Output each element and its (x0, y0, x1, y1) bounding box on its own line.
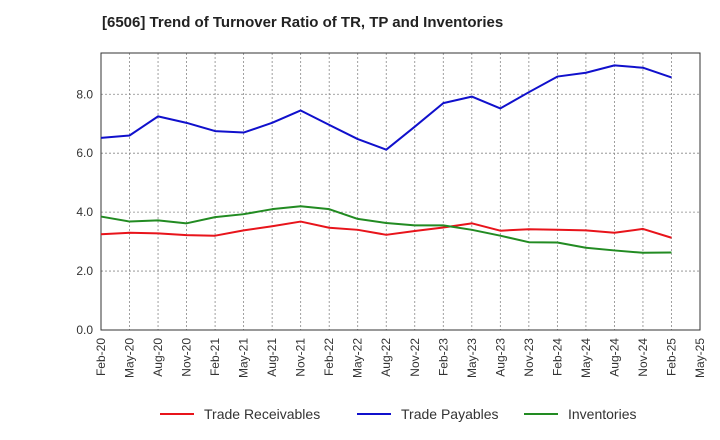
x-tick-label: Nov-24 (636, 338, 650, 377)
legend-label-inventories: Inventories (568, 406, 636, 422)
series-line-trade-receivables (100, 220, 672, 239)
x-tick-label: Aug-23 (493, 338, 507, 377)
legend-label-trade-receivables: Trade Receivables (204, 406, 320, 422)
x-tick-label: May-23 (465, 338, 479, 378)
x-tick-label: Nov-20 (180, 338, 194, 377)
plot-frame (100, 52, 701, 331)
legend: Trade Receivables Trade Payables Inventori… (160, 406, 636, 422)
x-tick-label: Feb-24 (550, 338, 564, 376)
x-tick-label: Aug-20 (151, 338, 165, 377)
grid-layer (101, 53, 700, 330)
x-tick-label: May-20 (123, 338, 137, 378)
series-line-inventories (100, 205, 672, 254)
chart-title: [6506] Trend of Turnover Ratio of TR, TP… (102, 14, 504, 31)
x-tick-label: Feb-21 (208, 338, 222, 376)
x-tick-label: Nov-22 (408, 338, 422, 377)
x-tick-label: Feb-25 (664, 338, 678, 376)
y-tick-label: 8.0 (76, 87, 93, 101)
y-tick-label: 0.0 (76, 323, 93, 337)
y-tick-label: 2.0 (76, 264, 93, 278)
x-tick-label: Aug-22 (379, 338, 393, 377)
x-tick-label: Feb-23 (436, 338, 450, 376)
y-axis-ticks: 0.0 2.0 4.0 6.0 8.0 (76, 87, 93, 337)
x-tick-label: Feb-22 (322, 338, 336, 376)
series-layer (100, 64, 672, 254)
x-tick-label: Aug-21 (265, 338, 279, 377)
x-tick-label: May-25 (693, 338, 707, 378)
x-tick-label: Feb-20 (94, 338, 108, 376)
legend-label-trade-payables: Trade Payables (401, 406, 499, 422)
series-line-trade-payables (100, 64, 672, 151)
y-tick-label: 6.0 (76, 146, 93, 160)
x-tick-label: May-24 (579, 338, 593, 378)
x-axis-ticks: Feb-20 May-20 Aug-20 Nov-20 Feb-21 May-21 Aug-… (94, 338, 707, 378)
x-tick-label: Nov-21 (294, 338, 308, 377)
x-tick-label: May-22 (351, 338, 365, 378)
x-tick-label: Aug-24 (607, 338, 621, 377)
x-tick-label: Nov-23 (522, 338, 536, 377)
x-tick-label: May-21 (237, 338, 251, 378)
y-tick-label: 4.0 (76, 205, 93, 219)
